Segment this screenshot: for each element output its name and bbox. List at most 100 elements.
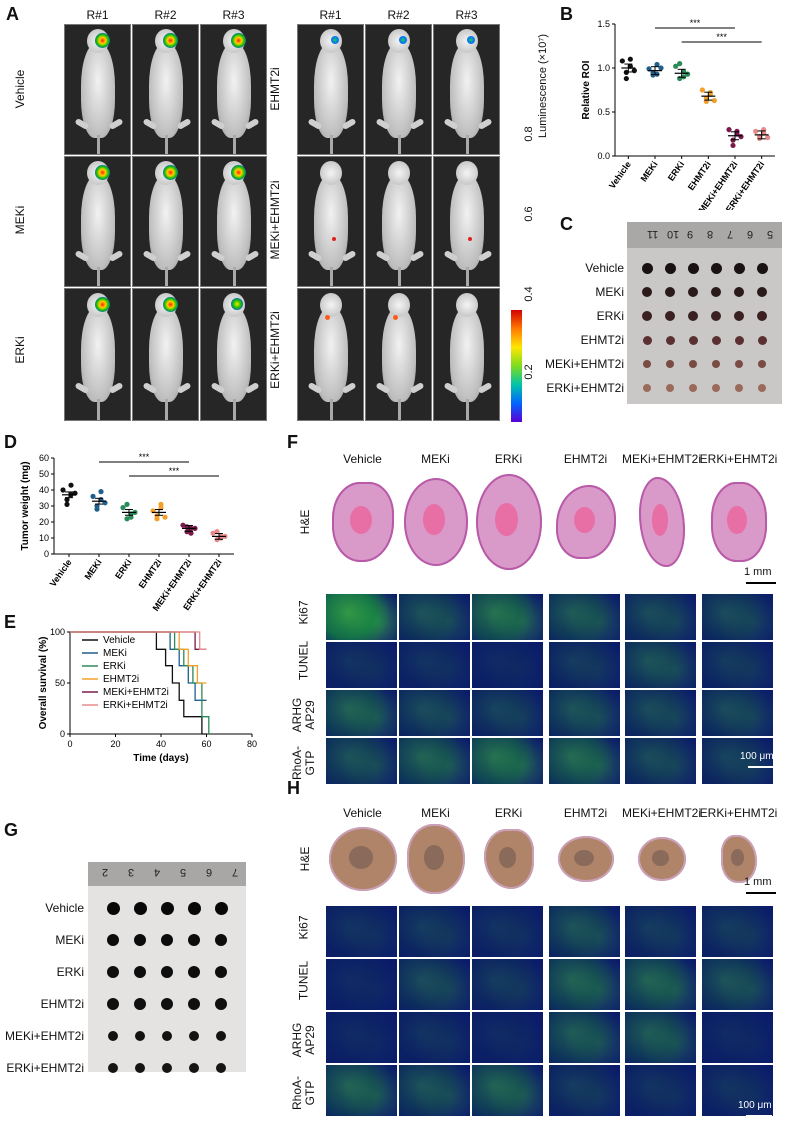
column-header: EHMT2i bbox=[563, 806, 608, 820]
y-tick-label: 100 bbox=[50, 627, 65, 637]
mouse-image bbox=[132, 156, 199, 287]
luminescence-colorbar bbox=[511, 310, 522, 422]
row-label: EHMT2i bbox=[40, 997, 84, 1011]
tumor bbox=[216, 1063, 226, 1073]
replicate-header: R#2 bbox=[154, 8, 177, 22]
immunofluorescence-image bbox=[625, 959, 696, 1010]
y-tick-label: 50 bbox=[55, 678, 65, 688]
data-point bbox=[631, 68, 637, 74]
luminescence-signal bbox=[332, 237, 336, 241]
data-point bbox=[188, 530, 194, 536]
tumor bbox=[161, 998, 173, 1010]
mouse-image bbox=[297, 24, 364, 155]
tissue-core bbox=[652, 504, 669, 536]
luminescence-signal bbox=[95, 33, 110, 48]
tumor bbox=[161, 934, 173, 946]
mouse-image bbox=[365, 156, 432, 287]
tumor bbox=[188, 966, 200, 978]
data-point bbox=[765, 134, 771, 141]
y-tick-label: 60 bbox=[39, 453, 49, 463]
column-header: ERKi bbox=[494, 452, 523, 466]
y-tick-label: 1.0 bbox=[597, 63, 610, 73]
replicate-header: R#3 bbox=[455, 8, 478, 22]
immunofluorescence-image bbox=[625, 906, 696, 957]
row-label: Vehicle bbox=[45, 901, 84, 915]
luminescence-signal bbox=[231, 165, 246, 180]
column-header: EHMT2i bbox=[563, 452, 608, 466]
mouse-tail bbox=[97, 399, 100, 420]
immunofluorescence-image bbox=[549, 906, 620, 957]
data-point bbox=[124, 501, 130, 507]
mouse-body bbox=[81, 175, 115, 270]
mouse-body bbox=[314, 307, 348, 402]
row-label: ERKi bbox=[596, 309, 624, 323]
significance-label: *** bbox=[716, 32, 727, 42]
mouse-tail bbox=[165, 399, 168, 420]
tumor bbox=[215, 966, 227, 978]
luminescence-signal bbox=[325, 315, 330, 320]
mouse-body bbox=[149, 43, 183, 138]
y-axis-label: Tumor weight (mg) bbox=[20, 461, 31, 550]
luminescence-signal bbox=[399, 36, 407, 44]
data-point bbox=[699, 87, 705, 93]
immunofluorescence-image bbox=[472, 1012, 543, 1063]
legend-label: MEKi+EHMT2i bbox=[103, 687, 169, 698]
immunofluorescence-image bbox=[702, 594, 773, 640]
mouse-tail bbox=[466, 267, 469, 286]
panel-label-g: G bbox=[4, 820, 19, 840]
luminescence-signal bbox=[467, 36, 475, 44]
replicate-header: R#2 bbox=[387, 8, 410, 22]
y-tick-label: 20 bbox=[39, 517, 49, 527]
immunofluorescence-image bbox=[326, 1012, 397, 1063]
luminescence-signal bbox=[393, 315, 398, 320]
x-tick-label: MEKi bbox=[639, 159, 660, 183]
luminescence-signal bbox=[163, 165, 178, 180]
tumor bbox=[642, 287, 652, 297]
x-tick-label: 40 bbox=[156, 739, 166, 749]
tumor bbox=[688, 287, 698, 297]
data-point bbox=[64, 501, 70, 507]
scale-bar-label: 100 μm bbox=[740, 751, 774, 762]
tumor bbox=[161, 966, 173, 978]
tumor bbox=[107, 966, 119, 978]
tumor-weight-chart: 0 10 20 30 40 50 60 Tumor weight (mg) Vehicle MEK… bbox=[20, 452, 234, 613]
mouse-body bbox=[149, 175, 183, 270]
mouse-tail bbox=[165, 135, 168, 154]
immunofluorescence-image bbox=[399, 690, 470, 736]
mouse-image bbox=[64, 156, 131, 287]
data-point bbox=[673, 63, 679, 69]
mouse-head bbox=[388, 161, 410, 185]
panel-label-e: E bbox=[4, 612, 17, 632]
immunofluorescence-image bbox=[472, 642, 543, 688]
data-point bbox=[627, 56, 633, 62]
tumor bbox=[756, 262, 768, 274]
group-label: MEKi bbox=[13, 205, 27, 235]
data-point bbox=[619, 58, 625, 64]
immunofluorescence-image bbox=[702, 738, 773, 784]
significance-label: *** bbox=[169, 466, 180, 476]
tumor bbox=[664, 262, 676, 274]
y-axis-label: Relative ROI bbox=[581, 60, 592, 119]
scale-bar bbox=[746, 892, 776, 894]
mouse-body bbox=[382, 43, 416, 138]
mouse-tail bbox=[165, 267, 168, 286]
legend-label: ERKi+EHMT2i bbox=[103, 700, 168, 711]
immunofluorescence-image bbox=[326, 738, 397, 784]
tumor bbox=[641, 262, 653, 274]
tumor bbox=[665, 311, 675, 321]
scale-bar bbox=[746, 1115, 772, 1117]
tissue-core bbox=[574, 849, 594, 866]
immunofluorescence-image bbox=[326, 642, 397, 688]
data-point bbox=[685, 71, 691, 77]
row-label: Ki67 bbox=[296, 914, 311, 940]
legend-label: MEKi bbox=[103, 648, 127, 659]
ruler bbox=[627, 222, 782, 248]
data-point bbox=[677, 61, 683, 67]
tumor bbox=[214, 901, 228, 915]
immunofluorescence-image bbox=[399, 738, 470, 784]
data-point bbox=[214, 529, 220, 535]
immunofluorescence-image bbox=[549, 738, 620, 784]
immunofluorescence-image bbox=[472, 594, 543, 640]
data-point bbox=[68, 482, 74, 488]
mouse-body bbox=[81, 43, 115, 138]
